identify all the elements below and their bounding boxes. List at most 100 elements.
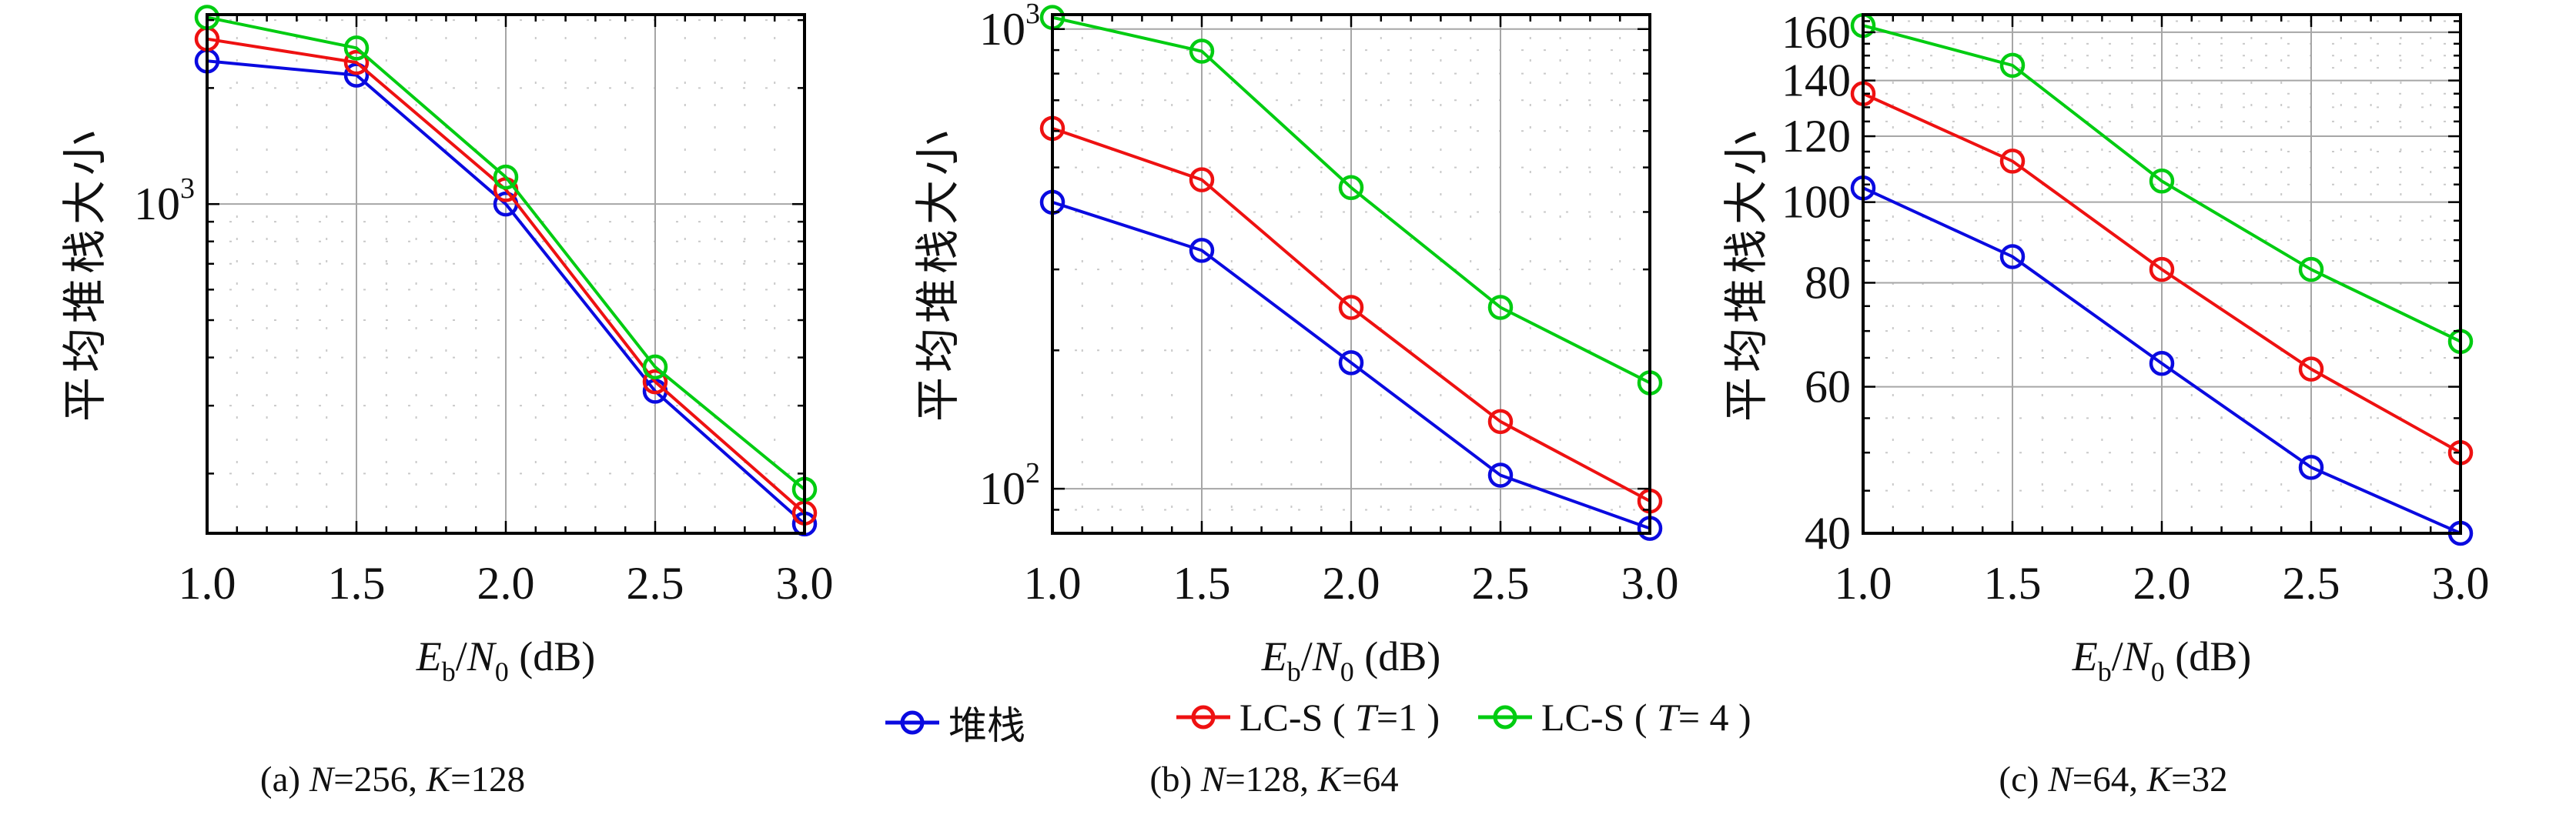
- caption-end: =128: [450, 760, 526, 800]
- x-tick-label: 1.0: [1835, 558, 1892, 609]
- data-point-marker: [343, 49, 370, 75]
- x-tick-label: 3.0: [776, 558, 834, 609]
- series-line: [1862, 92, 2461, 454]
- caption-var-N: N: [309, 760, 334, 800]
- major-grid: [1052, 15, 1650, 533]
- series-line: [206, 37, 806, 515]
- tick-marks: [1862, 15, 2462, 535]
- y-tick-label: 40: [1805, 508, 1851, 559]
- data-point-marker: [1189, 167, 1215, 192]
- series-line: [1052, 126, 1651, 502]
- x-tick-label: 1.0: [1024, 558, 1082, 609]
- caption-c: (c) N=64, K=32: [1999, 759, 2227, 800]
- x-tick-label: 3.0: [1621, 558, 1679, 609]
- data-point-marker: [1999, 244, 2026, 269]
- series-line: [206, 59, 806, 526]
- legend-label-var: T: [1355, 696, 1377, 739]
- tick-marks: [1051, 15, 1651, 533]
- xlabel-E-sub: b: [441, 656, 456, 687]
- xlabel-N-sub: 0: [494, 656, 509, 687]
- caption-b: (b) N=128, K=64: [1149, 759, 1398, 800]
- series-line: [206, 15, 806, 491]
- caption-mid: =64,: [2072, 760, 2147, 800]
- xlabel-N-sub: 0: [1340, 656, 1354, 687]
- x-tick-label: 2.0: [1323, 558, 1380, 609]
- legend-item-lcs-t1: LC-S ( T=1 ): [1176, 695, 1440, 740]
- x-tick-label: 1.5: [1173, 558, 1231, 609]
- legend-label-var: T: [1657, 696, 1678, 739]
- y-tick-label: 80: [1805, 257, 1851, 308]
- data-point-marker: [493, 164, 519, 190]
- tick-labels: 1.0 1.5 2.0 2.5 3.0 103: [134, 172, 834, 609]
- xlabel-unit: (dB): [508, 633, 596, 679]
- xlabel-N-sub: 0: [2150, 656, 2165, 687]
- xlabel-slash: /: [2111, 633, 2123, 679]
- y-tick-label: 103: [979, 0, 1040, 55]
- data-point-marker: [1487, 462, 1514, 488]
- data-point-marker: [642, 369, 668, 395]
- legend-label: 堆栈: [948, 704, 1025, 747]
- x-tick-label: 2.5: [2283, 558, 2340, 609]
- x-tick-label: 2.5: [627, 558, 684, 609]
- data-point-marker: [1487, 295, 1514, 320]
- data-point-marker: [1189, 238, 1215, 263]
- x-axis-label-b: Eb/N0 (dB): [1262, 633, 1441, 686]
- data-point-marker: [2149, 169, 2175, 194]
- data-point-marker: [1338, 175, 1364, 201]
- xlabel-slash: /: [1300, 633, 1313, 679]
- legend-marker-lcs-t4-icon: [1478, 705, 1532, 730]
- data-point-marker: [642, 354, 668, 380]
- x-tick-label: 1.5: [328, 558, 386, 609]
- x-tick-label: 2.5: [1472, 558, 1530, 609]
- xlabel-E-sub: b: [2097, 656, 2112, 687]
- data-point-marker: [1999, 52, 2026, 78]
- x-tick-label: 1.0: [179, 558, 236, 609]
- caption-var-K: K: [1317, 760, 1343, 800]
- y-tick-label: 100: [1781, 177, 1851, 228]
- data-point-marker: [343, 35, 370, 61]
- series-line: [1862, 186, 2461, 535]
- xlabel-N: N: [2123, 633, 2151, 679]
- subplot-a: 1.0 1.5 2.0 2.5 3.0 103: [134, 5, 834, 609]
- legend-label: LC-S (: [1541, 696, 1657, 739]
- x-tick-label: 3.0: [2432, 558, 2490, 609]
- caption-var-K: K: [426, 760, 451, 800]
- xlabel-E: E: [416, 633, 442, 679]
- caption-var-K: K: [2146, 760, 2172, 800]
- xlabel-N: N: [467, 633, 495, 679]
- caption-end: =32: [2171, 760, 2228, 800]
- xlabel-E: E: [2072, 633, 2098, 679]
- series-line: [1862, 24, 2461, 343]
- caption-mid: =256,: [333, 760, 427, 800]
- data-point-marker: [1487, 409, 1514, 435]
- major-grid: [207, 15, 805, 533]
- data-point-marker: [1999, 149, 2026, 174]
- legend-label-post: = 4 ): [1678, 696, 1751, 739]
- major-grid: [1863, 15, 2461, 533]
- y-axis-label-a: 平均堆栈大小: [60, 125, 110, 422]
- x-axis-label-a: Eb/N0 (dB): [416, 633, 596, 686]
- caption-end: =64: [1342, 760, 1399, 800]
- y-tick-label: 120: [1781, 111, 1851, 162]
- y-tick-label: 102: [979, 457, 1040, 514]
- x-tick-label: 1.5: [1984, 558, 2042, 609]
- caption-a: (a) N=256, K=128: [260, 759, 525, 800]
- legend-label: LC-S (: [1239, 696, 1355, 739]
- data-point-marker: [2149, 256, 2175, 282]
- caption-var-N: N: [2048, 760, 2073, 800]
- xlabel-unit: (dB): [2164, 633, 2252, 679]
- y-tick-label: 103: [134, 172, 195, 229]
- tick-labels: 1.0 1.5 2.0 2.5 3.0 102 103: [979, 0, 1679, 609]
- data-point-marker: [1338, 295, 1364, 320]
- caption-mid: =128,: [1225, 760, 1318, 800]
- data-point-marker: [2298, 256, 2324, 282]
- y-axis-label-b: 平均堆栈大小: [913, 125, 963, 422]
- data-point-marker: [1189, 38, 1215, 64]
- data-point-marker: [2298, 356, 2324, 382]
- data-point-marker: [2149, 351, 2175, 376]
- subplot-b: 1.0 1.5 2.0 2.5 3.0 102 103: [979, 0, 1679, 609]
- x-axis-label-c: Eb/N0 (dB): [2072, 633, 2252, 686]
